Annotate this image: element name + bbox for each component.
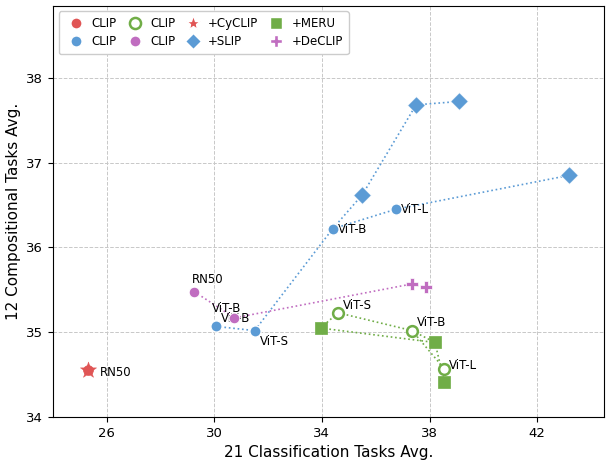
Point <box>391 206 401 213</box>
Point <box>189 288 199 295</box>
Point <box>316 324 326 332</box>
X-axis label: 21 Classification Tasks Avg.: 21 Classification Tasks Avg. <box>224 445 433 460</box>
Point <box>421 284 431 291</box>
Point <box>565 171 575 179</box>
Point <box>430 339 440 346</box>
Point <box>357 191 367 199</box>
Point <box>249 327 259 334</box>
Point <box>210 322 220 330</box>
Text: ViT-S: ViT-S <box>343 299 372 312</box>
Point <box>407 327 417 334</box>
Point <box>439 378 449 385</box>
Point <box>454 98 464 105</box>
Legend: CLIP, CLIP, CLIP, CLIP, +CyCLIP, +SLIP, +MERU, +DeCLIP: CLIP, CLIP, CLIP, CLIP, +CyCLIP, +SLIP, … <box>59 12 349 54</box>
Text: ViT-B: ViT-B <box>417 316 447 329</box>
Point <box>328 225 337 233</box>
Point <box>333 309 343 316</box>
Point <box>83 367 93 374</box>
Text: RN50: RN50 <box>192 273 223 286</box>
Point <box>407 280 417 288</box>
Text: RN50: RN50 <box>100 366 132 379</box>
Point <box>229 314 239 322</box>
Text: ViT-L: ViT-L <box>449 359 477 372</box>
Point <box>411 101 421 109</box>
Text: ViT-B: ViT-B <box>212 302 241 315</box>
Text: ViT-S: ViT-S <box>260 335 289 348</box>
Point <box>439 365 449 372</box>
Text: ViT-B: ViT-B <box>221 312 250 325</box>
Text: ViT-B: ViT-B <box>338 223 367 236</box>
Point <box>83 367 93 374</box>
Y-axis label: 12 Compositional Tasks Avg.: 12 Compositional Tasks Avg. <box>5 103 21 320</box>
Text: ViT-L: ViT-L <box>401 204 429 217</box>
